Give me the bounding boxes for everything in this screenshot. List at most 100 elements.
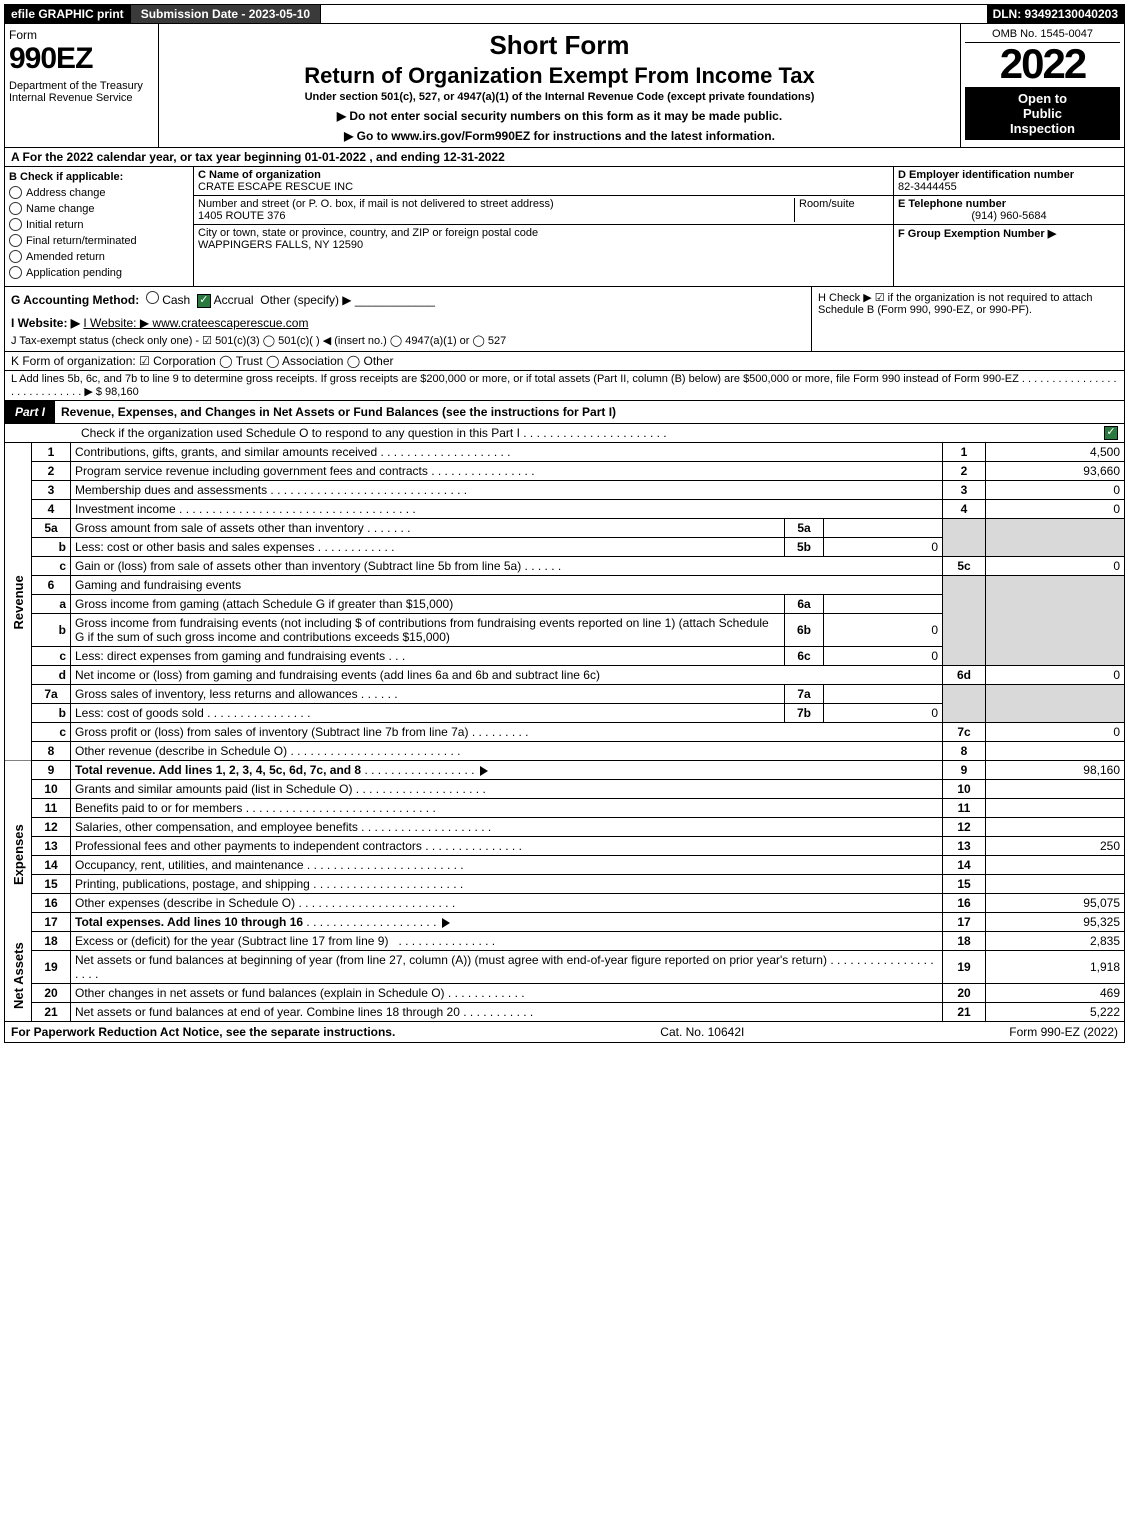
ln13-val: 250	[986, 836, 1125, 855]
ln5b-desc: Less: cost or other basis and sales expe…	[75, 540, 314, 554]
room-suite: Room/suite	[794, 198, 889, 222]
row-a-period: A For the 2022 calendar year, or tax yea…	[4, 148, 1125, 167]
submission-date: Submission Date - 2023-05-10	[131, 5, 321, 23]
ln6-desc: Gaming and fundraising events	[71, 575, 943, 594]
ln11-desc: Benefits paid to or for members	[75, 801, 242, 815]
d-label: D Employer identification number	[898, 169, 1120, 181]
ln18-val: 2,835	[986, 931, 1125, 950]
ln7c-val: 0	[986, 722, 1125, 741]
ln19-val: 1,918	[986, 950, 1125, 983]
chk-name-change[interactable]: Name change	[9, 202, 189, 215]
addr-val: 1405 ROUTE 376	[198, 210, 794, 222]
part1-title: Revenue, Expenses, and Changes in Net As…	[55, 403, 622, 421]
ln15-desc: Printing, publications, postage, and shi…	[75, 877, 310, 891]
ln2-num: 2	[32, 461, 71, 480]
ln5a-desc: Gross amount from sale of assets other t…	[75, 521, 364, 535]
header-mid: Short Form Return of Organization Exempt…	[159, 24, 961, 147]
part1-check-row: Check if the organization used Schedule …	[4, 424, 1125, 443]
ln1-val: 4,500	[986, 443, 1125, 462]
org-name: CRATE ESCAPE RESCUE INC	[198, 181, 889, 193]
section-bcd: B Check if applicable: Address change Na…	[4, 167, 1125, 287]
col-d: D Employer identification number 82-3444…	[894, 167, 1124, 286]
lines-table: Revenue 1 Contributions, gifts, grants, …	[4, 443, 1125, 1022]
ln18-desc: Excess or (deficit) for the year (Subtra…	[75, 934, 388, 948]
header-right: OMB No. 1545-0047 2022 Open to Public In…	[961, 24, 1124, 147]
h-schedule-b: H Check ▶ ☑ if the organization is not r…	[811, 287, 1124, 351]
topbar: efile GRAPHIC print Submission Date - 20…	[4, 4, 1125, 24]
ln1-num: 1	[32, 443, 71, 462]
goto-link[interactable]: ▶ Go to www.irs.gov/Form990EZ for instru…	[167, 129, 952, 143]
ln6b-val: 0	[824, 613, 943, 646]
ln1-desc: Contributions, gifts, grants, and simila…	[75, 445, 377, 459]
ln20-desc: Other changes in net assets or fund bala…	[75, 986, 445, 1000]
ssn-warning: ▶ Do not enter social security numbers o…	[167, 109, 952, 123]
open1: Open to	[967, 91, 1118, 106]
part1-chk-text: Check if the organization used Schedule …	[11, 426, 1104, 440]
row-l: L Add lines 5b, 6c, and 7b to line 9 to …	[4, 371, 1125, 401]
col-c: C Name of organization CRATE ESCAPE RESC…	[194, 167, 894, 286]
chk-cash[interactable]	[146, 291, 159, 304]
ln4-desc: Investment income	[75, 502, 176, 516]
ln17-desc: Total expenses. Add lines 10 through 16	[75, 915, 303, 929]
ln21-desc: Net assets or fund balances at end of ye…	[75, 1005, 460, 1019]
title-return: Return of Organization Exempt From Incom…	[167, 63, 952, 89]
row-i: I Website: ▶ I Website: ▶ www.crateescap…	[11, 316, 805, 330]
dln: DLN: 93492130040203	[987, 5, 1124, 23]
arrow-icon	[480, 766, 488, 776]
ln9-desc: Total revenue. Add lines 1, 2, 3, 4, 5c,…	[75, 763, 361, 777]
form-number: 990EZ	[9, 42, 154, 76]
ln16-desc: Other expenses (describe in Schedule O)	[75, 896, 295, 910]
city-label: City or town, state or province, country…	[198, 227, 889, 239]
other-specify: Other (specify) ▶	[260, 293, 351, 307]
row-k: K Form of organization: ☑ Corporation ◯ …	[4, 352, 1125, 371]
chk-address-change[interactable]: Address change	[9, 186, 189, 199]
ln6c-desc: Less: direct expenses from gaming and fu…	[75, 649, 385, 663]
chk-app-pending[interactable]: Application pending	[9, 266, 189, 279]
addr-label: Number and street (or P. O. box, if mail…	[198, 198, 794, 210]
ln7b-desc: Less: cost of goods sold	[75, 706, 204, 720]
part1-tag: Part I	[5, 401, 55, 423]
chk-initial-return[interactable]: Initial return	[9, 218, 189, 231]
ln17-val: 95,325	[986, 912, 1125, 931]
tax-year: 2022	[965, 43, 1120, 85]
col-b: B Check if applicable: Address change Na…	[5, 167, 194, 286]
ln3-desc: Membership dues and assessments	[75, 483, 267, 497]
row-j: J Tax-exempt status (check only one) - ☑…	[11, 334, 805, 347]
dept-label: Department of the Treasury Internal Reve…	[9, 80, 154, 104]
ln7a-desc: Gross sales of inventory, less returns a…	[75, 687, 358, 701]
ln5c-desc: Gain or (loss) from sale of assets other…	[75, 559, 521, 573]
ln2-val: 93,660	[986, 461, 1125, 480]
form-word: Form	[9, 28, 154, 42]
ln4-val: 0	[986, 499, 1125, 518]
efile-print-label[interactable]: efile GRAPHIC print	[5, 5, 131, 23]
chk-final-return[interactable]: Final return/terminated	[9, 234, 189, 247]
chk-amended[interactable]: Amended return	[9, 250, 189, 263]
footer: For Paperwork Reduction Act Notice, see …	[4, 1022, 1125, 1043]
ln6a-desc: Gross income from gaming (attach Schedul…	[71, 594, 785, 613]
cat-no: Cat. No. 10642I	[660, 1025, 744, 1039]
title-short-form: Short Form	[167, 30, 952, 61]
ln6d-val: 0	[986, 665, 1125, 684]
ln6c-val: 0	[824, 646, 943, 665]
ln7b-val: 0	[824, 703, 943, 722]
ln14-desc: Occupancy, rent, utilities, and maintena…	[75, 858, 304, 872]
g-accounting: G Accounting Method: Cash ✓ Accrual Othe…	[5, 287, 811, 351]
ln16-val: 95,075	[986, 893, 1125, 912]
ln9-val: 98,160	[986, 760, 1125, 779]
row-gh: G Accounting Method: Cash ✓ Accrual Othe…	[4, 287, 1125, 352]
subtitle: Under section 501(c), 527, or 4947(a)(1)…	[167, 91, 952, 103]
ln6b-desc: Gross income from fundraising events (no…	[71, 613, 785, 646]
ln3-val: 0	[986, 480, 1125, 499]
part1-chk[interactable]: ✓	[1104, 426, 1118, 440]
ln5c-val: 0	[986, 556, 1125, 575]
side-netassets: Net Assets	[5, 931, 32, 1021]
open-to-public: Open to Public Inspection	[965, 87, 1120, 140]
chk-accrual[interactable]: ✓	[197, 294, 211, 308]
city-val: WAPPINGERS FALLS, NY 12590	[198, 239, 889, 251]
ln19-desc: Net assets or fund balances at beginning…	[75, 953, 827, 967]
f-label: F Group Exemption Number ▶	[898, 227, 1120, 240]
e-label: E Telephone number	[898, 198, 1120, 210]
phone: (914) 960-5684	[898, 210, 1120, 222]
b-header: B Check if applicable:	[9, 171, 189, 183]
arrow-icon	[442, 918, 450, 928]
